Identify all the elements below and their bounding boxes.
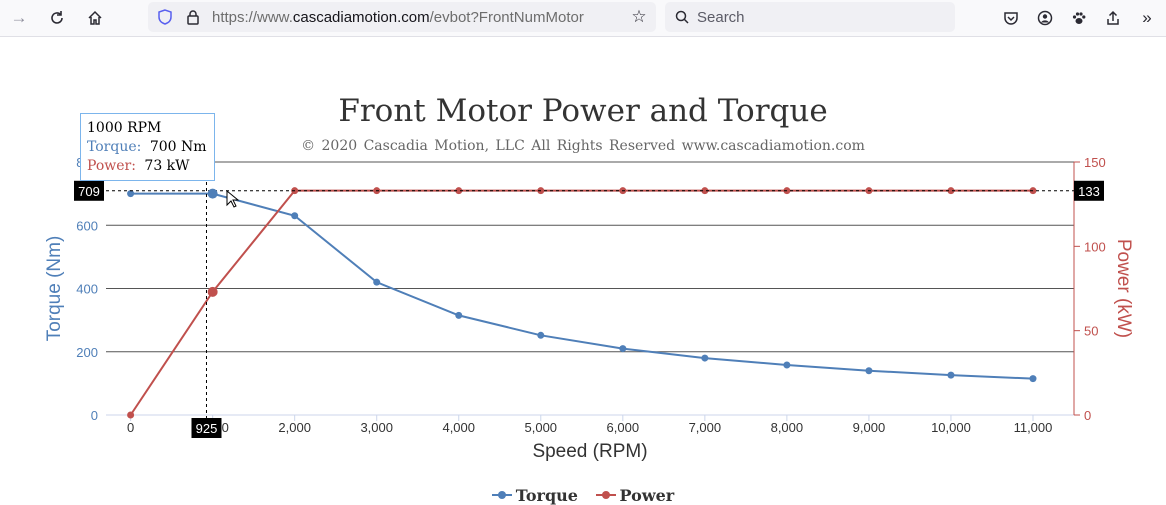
torque-point (865, 367, 873, 375)
search-icon (669, 4, 695, 30)
torque-point (373, 278, 381, 286)
forward-arrow-icon[interactable]: → (10, 8, 28, 27)
browser-toolbar: → https://www.cascadiamotion.com/evbot?F… (0, 0, 1166, 37)
mouse-cursor-icon (226, 189, 240, 208)
legend-power-label: Power (619, 485, 675, 505)
torque-point (291, 212, 299, 220)
tooltip-power-label: Power: (87, 158, 136, 174)
url-bar[interactable]: https://www.cascadiamotion.com/evbot?Fro… (148, 2, 656, 32)
y-right-tick-label: 150 (1084, 155, 1106, 170)
tooltip-power-value: 73 kW (144, 158, 190, 174)
x-axis-title: Speed (RPM) (532, 441, 647, 462)
y-right-axis-title: Power (kW) (1113, 239, 1134, 338)
power-hover-point (207, 286, 218, 297)
chart-title: Front Motor Power and Torque (338, 93, 828, 129)
x-tick-label: 3,000 (360, 420, 393, 435)
tooltip-torque-row: Torque: 700 Nm (87, 138, 208, 157)
crosshair-x-label-bg (191, 418, 222, 438)
x-tick-label: 7,000 (689, 420, 722, 435)
account-icon[interactable] (1032, 5, 1058, 31)
legend-torque-swatch (491, 491, 512, 499)
power-point (701, 187, 709, 195)
tooltip-torque-label: Torque: (87, 139, 142, 155)
torque-point (209, 190, 217, 198)
power-point (947, 187, 955, 195)
power-point (537, 187, 545, 195)
torque-hover-point (207, 188, 218, 199)
x-tick-label: 4,000 (442, 420, 475, 435)
y-left-axis-title: Torque (Nm) (44, 236, 65, 342)
x-tick-label: 10,000 (931, 420, 971, 435)
power-series-line (129, 189, 1033, 416)
url-text[interactable]: https://www.cascadiamotion.com/evbot?Fro… (212, 9, 584, 26)
overflow-chevron-icon[interactable]: » (1142, 8, 1152, 27)
chart-subtitle: © 2020 Cascadia Motion, LLC All Rights R… (301, 138, 865, 154)
power-point (373, 187, 381, 195)
legend-power-swatch (595, 491, 616, 499)
tooltip-header: 1000 RPM (87, 120, 162, 136)
crosshair-y-right-label-bg (1074, 180, 1104, 201)
power-point (455, 187, 463, 195)
extension-paw-icon[interactable] (1066, 5, 1092, 31)
pocket-icon[interactable] (998, 5, 1024, 31)
y-left-tick-label: 200 (76, 345, 98, 360)
tooltip-power-row: Power: 73 kW (87, 157, 208, 176)
search-bar[interactable]: Search (665, 2, 955, 32)
torque-point (947, 371, 955, 379)
power-point (127, 411, 135, 419)
power-point (1029, 187, 1037, 195)
x-tick-label: 11,000 (1014, 420, 1053, 435)
torque-point (619, 345, 627, 353)
search-input[interactable]: Search (697, 9, 745, 26)
power-point (783, 187, 791, 195)
crosshair-y-left-label: 709 (78, 184, 100, 199)
y-right-tick-label: 50 (1084, 324, 1098, 339)
torque-point (537, 331, 545, 339)
crosshair-y-left-label-bg (74, 180, 104, 201)
torque-point (455, 311, 463, 319)
x-tick-label: 6,000 (607, 420, 640, 435)
power-point (291, 187, 299, 195)
x-tick-label: 0 (127, 420, 134, 435)
bookmark-star-icon[interactable]: ☆ (631, 7, 647, 26)
power-point (209, 288, 217, 296)
x-tick-label: 5,000 (525, 420, 558, 435)
torque-series-line (130, 192, 1034, 380)
x-tick-label: 9,000 (853, 420, 886, 435)
x-tick-label: 2,000 (278, 420, 311, 435)
legend-item-torque[interactable]: Torque (491, 485, 578, 505)
torque-point (701, 354, 709, 362)
y-left-tick-label: 400 (76, 282, 98, 297)
crosshair-y-right-label: 133 (1078, 184, 1100, 199)
y-right-tick-label: 0 (1084, 408, 1091, 423)
reload-icon[interactable] (44, 5, 70, 31)
torque-point (1029, 375, 1037, 383)
legend-item-power[interactable]: Power (595, 485, 675, 505)
power-point (619, 187, 627, 195)
x-tick-label: 8,000 (771, 420, 804, 435)
share-icon[interactable] (1100, 5, 1126, 31)
crosshair-x-label: 925 (196, 421, 218, 436)
tooltip-torque-value: 700 Nm (149, 139, 207, 155)
chart-tooltip: 1000 RPM Torque: 700 Nm Power: 73 kW (80, 113, 215, 181)
chart-legend: Torque Power (0, 481, 1166, 505)
power-point (865, 187, 873, 195)
home-icon[interactable] (82, 5, 108, 31)
y-left-tick-label: 0 (91, 408, 98, 423)
tracking-shield-icon[interactable] (152, 4, 178, 30)
y-right-tick-label: 100 (1084, 239, 1106, 254)
torque-point (783, 361, 791, 369)
y-left-tick-label: 600 (76, 218, 98, 233)
legend-torque-label: Torque (515, 485, 578, 505)
x-tick-label: 1,000 (196, 420, 229, 435)
lock-icon[interactable] (180, 4, 206, 30)
torque-point (127, 190, 135, 198)
